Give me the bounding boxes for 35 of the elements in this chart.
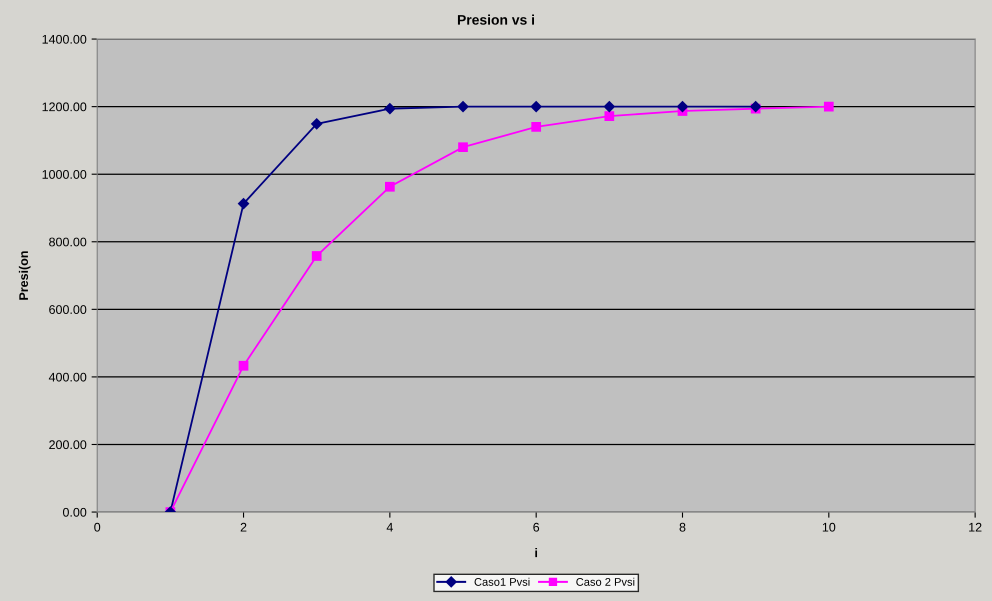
- point: [824, 102, 834, 112]
- point: [384, 182, 395, 192]
- y-tick-label: 1400.00: [42, 34, 86, 44]
- x-tick-label: 4: [386, 522, 393, 532]
- x-tick-label: 8: [680, 522, 686, 532]
- point: [457, 101, 469, 112]
- point: [312, 251, 322, 261]
- point: [384, 103, 396, 114]
- y-axis-title: Presi(on: [18, 251, 31, 300]
- point: [676, 101, 688, 112]
- point: [750, 101, 762, 112]
- point: [238, 360, 248, 371]
- chart-title: Presion vs i: [458, 14, 534, 25]
- x-tick-label: 12: [969, 522, 982, 532]
- x-tick-label: 2: [240, 522, 246, 532]
- x-tick-label: 10: [822, 522, 836, 532]
- legend-label: Caso1 Pvsi: [474, 578, 530, 586]
- y-tick-label: 0.00: [62, 508, 86, 517]
- point: [531, 122, 542, 132]
- x-tick-label: 6: [533, 522, 540, 532]
- point: [458, 142, 468, 152]
- legend-label: Caso 2 Pvsi: [576, 578, 634, 586]
- y-tick-label: 800.00: [49, 238, 86, 246]
- point: [238, 198, 250, 210]
- x-tick-label: 0: [94, 522, 100, 532]
- y-tick-label: 600.00: [49, 305, 86, 314]
- point: [530, 101, 542, 112]
- point: [311, 118, 322, 130]
- point: [604, 101, 615, 112]
- y-tick-label: 400.00: [48, 372, 86, 382]
- y-tick-label: 1200.00: [42, 102, 86, 112]
- x-axis-title: i: [535, 548, 538, 558]
- y-tick-label: 200.00: [49, 440, 86, 450]
- y-tick-label: 1000.00: [42, 170, 86, 179]
- point: [604, 111, 614, 121]
